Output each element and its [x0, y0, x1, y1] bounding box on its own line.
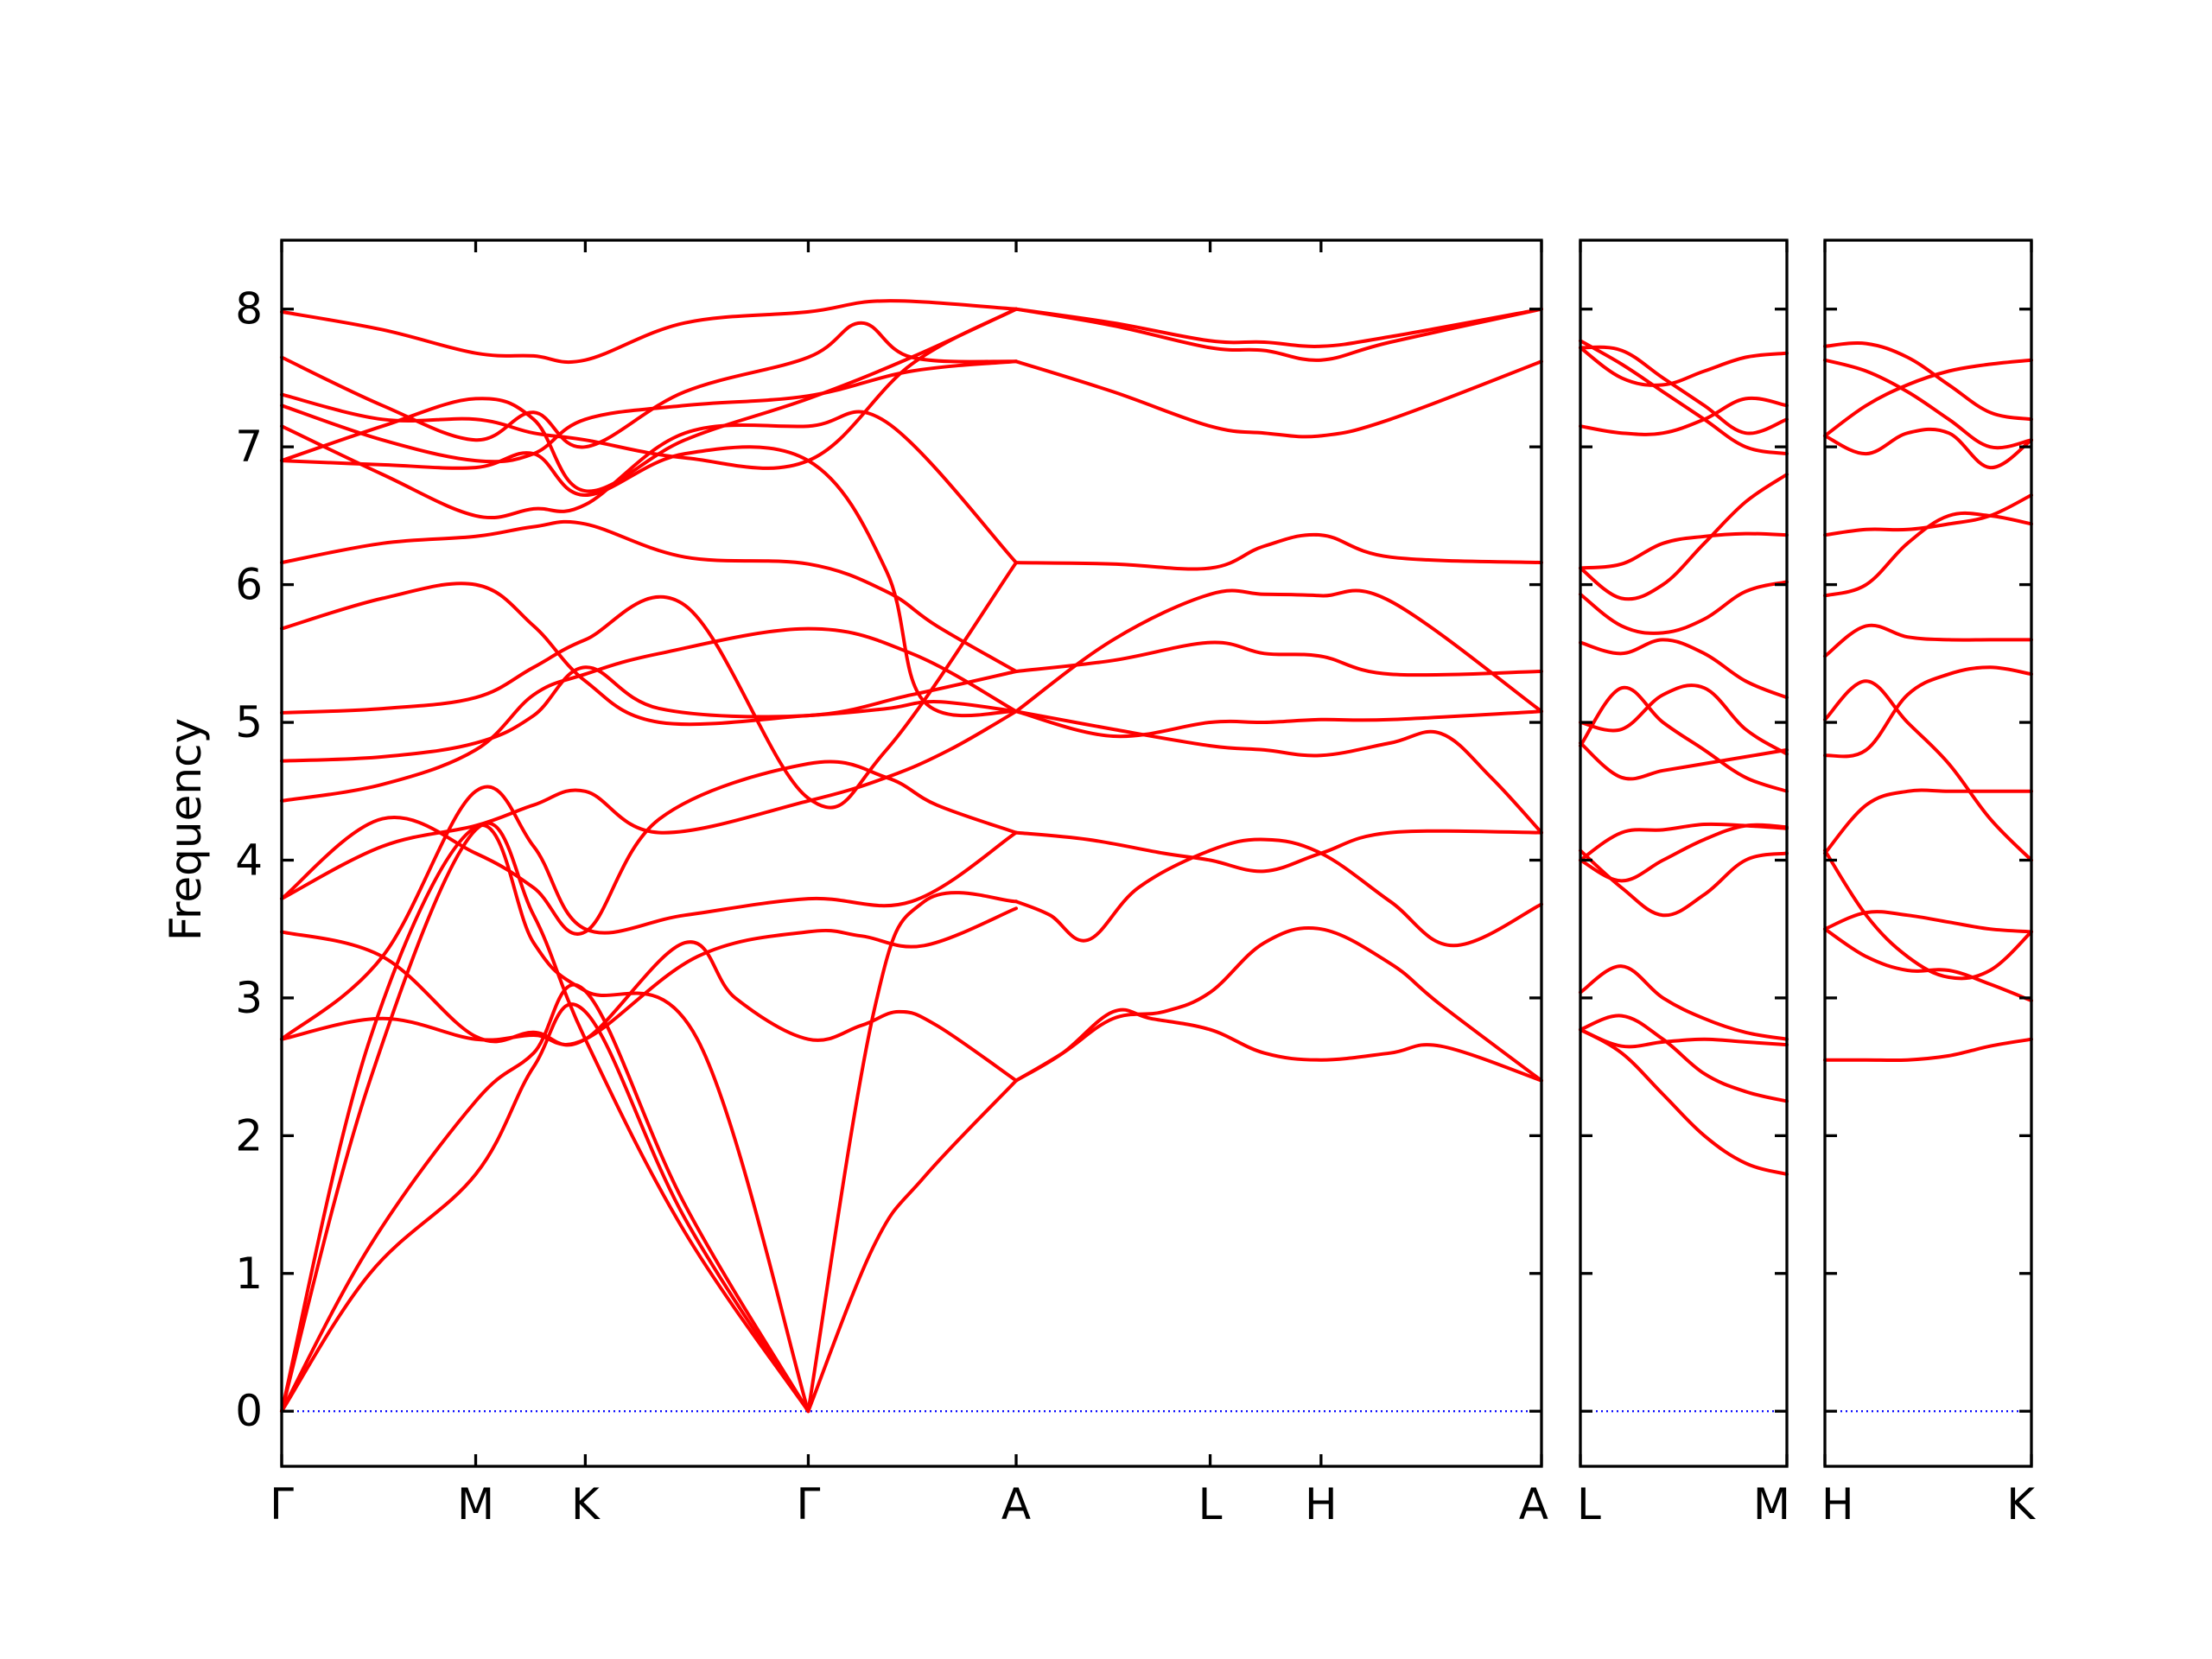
band-line-1 [1823, 1037, 2033, 1063]
x-tick-label: K [571, 1479, 601, 1529]
band-line-9 [280, 785, 1018, 1041]
band-line-6 [1823, 665, 2033, 759]
band-line-15 [280, 582, 1018, 727]
x-tick-label: M [1753, 1479, 1790, 1529]
band-line-13 [280, 665, 1018, 763]
band-line-27 [1014, 829, 1543, 874]
band-line-14 [1579, 531, 1789, 570]
panel-frame [1823, 238, 2033, 1468]
y-tick-label: 4 [235, 835, 263, 885]
band-line-4 [1579, 1027, 1789, 1049]
band-line-11 [1579, 638, 1789, 700]
x-tick-label: L [1577, 1479, 1601, 1529]
band-line-13 [1579, 473, 1789, 601]
band-line-10 [280, 760, 1018, 936]
y-tick-label: 2 [235, 1110, 263, 1160]
band-line-4 [280, 823, 810, 1414]
y-tick-label: 3 [235, 973, 263, 1023]
band-line-21 [280, 307, 1018, 493]
band-line-2 [1579, 1014, 1789, 1103]
band-line-13 [1823, 341, 2033, 422]
x-tick-label: A [1519, 1479, 1548, 1529]
band-line-14 [1823, 358, 2033, 450]
band-line-12 [280, 626, 1018, 803]
band-line-30 [1014, 640, 1543, 677]
band-line-22 [280, 321, 1018, 449]
band-line-6 [1579, 822, 1789, 862]
band-line-34 [1014, 307, 1543, 348]
band-line-9 [1579, 685, 1789, 793]
y-tick-label: 7 [235, 422, 263, 472]
x-tick-label: K [2006, 1479, 2036, 1529]
band-line-35 [1014, 307, 1543, 362]
band-line-16 [1579, 339, 1789, 456]
band-line-11 [1823, 427, 2033, 470]
band-line-16 [280, 519, 1018, 673]
y-tick-label: 6 [235, 560, 263, 610]
band-line-6 [806, 891, 1018, 1414]
band-line-29 [1014, 709, 1543, 835]
x-tick-label: H [1305, 1479, 1338, 1529]
y-tick-label: 5 [235, 697, 263, 747]
band-line-8 [1823, 623, 2033, 658]
band-line-18 [1579, 345, 1789, 435]
band-line-5 [1823, 788, 2033, 855]
x-tick-label: A [1001, 1479, 1031, 1529]
band-line-11 [280, 709, 1018, 901]
band-line-7 [1823, 679, 2033, 862]
band-line-3 [1823, 910, 2033, 934]
band-line-12 [1823, 358, 2033, 438]
band-line-14 [280, 561, 1018, 810]
band-line-2 [280, 1002, 810, 1414]
band-line-32 [1014, 532, 1543, 571]
y-tick-label: 0 [235, 1386, 263, 1436]
band-line-25 [1014, 925, 1543, 1083]
band-line-28 [1014, 709, 1543, 739]
band-line-7 [1579, 823, 1789, 883]
x-tick-label: M [457, 1479, 494, 1529]
band-line-19 [280, 359, 1018, 464]
band-line-17 [280, 445, 1018, 718]
y-tick-label: 1 [235, 1249, 263, 1299]
band-line-12 [1579, 580, 1789, 635]
x-tick-label: L [1198, 1479, 1223, 1529]
band-line-3 [280, 821, 810, 1414]
panel-frame [280, 238, 1543, 1468]
y-axis-label: Frequency [161, 718, 211, 941]
x-tick-label: Γ [797, 1479, 821, 1529]
band-line-26 [1014, 837, 1543, 948]
band-line-18 [280, 410, 1018, 565]
band-line-10 [1823, 493, 2033, 537]
x-tick-label: Γ [270, 1479, 294, 1529]
band-line-5 [806, 1078, 1018, 1414]
panel-frame [1579, 238, 1789, 1468]
band-line-31 [1014, 588, 1543, 714]
band-line-10 [1579, 683, 1789, 756]
band-line-24 [1014, 1007, 1543, 1083]
band-line-4 [1823, 849, 2033, 981]
band-line-7 [280, 906, 1018, 1046]
band-line-17 [1579, 346, 1789, 387]
band-line-33 [1014, 359, 1543, 439]
x-tick-label: H [1821, 1479, 1854, 1529]
panel-main: 0 1 2 3 4 5 6 7 8 Γ M K Γ A L H A [235, 238, 1548, 1529]
y-tick-label: 8 [235, 284, 263, 334]
band-line-15 [1579, 396, 1789, 436]
band-line-8 [1579, 741, 1789, 781]
band-line-8 [280, 930, 1018, 1083]
band-line-3 [1579, 964, 1789, 1041]
band-line-23 [280, 299, 1018, 365]
band-line-1 [1579, 1027, 1789, 1176]
band-line-5 [1579, 849, 1789, 918]
